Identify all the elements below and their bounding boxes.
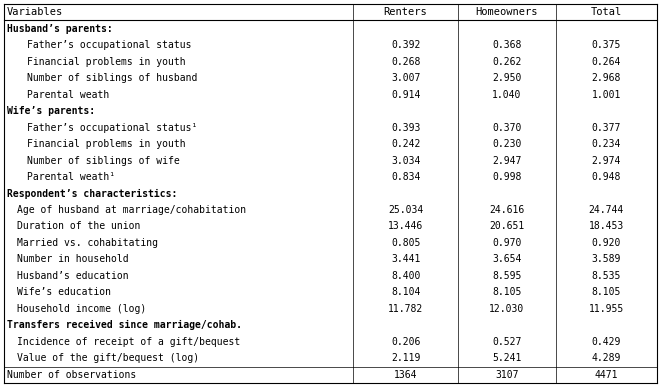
- Text: 0.242: 0.242: [391, 139, 420, 149]
- Text: 0.377: 0.377: [592, 123, 621, 133]
- Text: Value of the gift/bequest (log): Value of the gift/bequest (log): [17, 353, 199, 363]
- Text: 20.651: 20.651: [489, 221, 524, 231]
- Text: 0.262: 0.262: [492, 57, 522, 67]
- Text: 3.007: 3.007: [391, 73, 420, 83]
- Text: 8.105: 8.105: [592, 288, 621, 297]
- Text: Total: Total: [591, 7, 622, 17]
- Text: 0.805: 0.805: [391, 238, 420, 248]
- Text: 5.241: 5.241: [492, 353, 522, 363]
- Text: Age of husband at marriage/cohabitation: Age of husband at marriage/cohabitation: [17, 205, 246, 215]
- Text: 8.400: 8.400: [391, 271, 420, 281]
- Text: 24.616: 24.616: [489, 205, 524, 215]
- Text: 0.834: 0.834: [391, 172, 420, 182]
- Text: 0.375: 0.375: [592, 40, 621, 50]
- Text: 0.368: 0.368: [492, 40, 522, 50]
- Text: 2.974: 2.974: [592, 156, 621, 166]
- Text: Variables: Variables: [7, 7, 63, 17]
- Text: 3.589: 3.589: [592, 254, 621, 264]
- Text: Wife’s parents:: Wife’s parents:: [7, 106, 95, 116]
- Text: 0.998: 0.998: [492, 172, 522, 182]
- Text: 8.535: 8.535: [592, 271, 621, 281]
- Text: Married vs. cohabitating: Married vs. cohabitating: [17, 238, 158, 248]
- Text: 3.654: 3.654: [492, 254, 522, 264]
- Text: Number in household: Number in household: [17, 254, 129, 264]
- Text: 0.393: 0.393: [391, 123, 420, 133]
- Text: Parental weath: Parental weath: [27, 90, 109, 99]
- Text: Renters: Renters: [384, 7, 428, 17]
- Text: 0.264: 0.264: [592, 57, 621, 67]
- Text: 3.034: 3.034: [391, 156, 420, 166]
- Text: 12.030: 12.030: [489, 304, 524, 314]
- Text: 11.955: 11.955: [589, 304, 624, 314]
- Text: Husband’s parents:: Husband’s parents:: [7, 24, 113, 34]
- Text: 0.429: 0.429: [592, 337, 621, 347]
- Text: Respondent’s characteristics:: Respondent’s characteristics:: [7, 188, 177, 199]
- Text: 1.040: 1.040: [492, 90, 522, 99]
- Text: Husband’s education: Husband’s education: [17, 271, 129, 281]
- Text: Father’s occupational status: Father’s occupational status: [27, 40, 192, 50]
- Text: 2.950: 2.950: [492, 73, 522, 83]
- Text: 2.119: 2.119: [391, 353, 420, 363]
- Text: Incidence of receipt of a gift/bequest: Incidence of receipt of a gift/bequest: [17, 337, 240, 347]
- Text: 2.968: 2.968: [592, 73, 621, 83]
- Text: 4.289: 4.289: [592, 353, 621, 363]
- Text: 13.446: 13.446: [388, 221, 423, 231]
- Text: 0.948: 0.948: [592, 172, 621, 182]
- Text: 0.370: 0.370: [492, 123, 522, 133]
- Text: 0.392: 0.392: [391, 40, 420, 50]
- Text: 8.105: 8.105: [492, 288, 522, 297]
- Text: 24.744: 24.744: [589, 205, 624, 215]
- Text: 1364: 1364: [394, 370, 417, 380]
- Text: 0.230: 0.230: [492, 139, 522, 149]
- Text: Financial problems in youth: Financial problems in youth: [27, 139, 186, 149]
- Text: Homeowners: Homeowners: [475, 7, 538, 17]
- Text: Father’s occupational status¹: Father’s occupational status¹: [27, 123, 198, 133]
- Text: 0.920: 0.920: [592, 238, 621, 248]
- Text: 0.234: 0.234: [592, 139, 621, 149]
- Text: 3107: 3107: [495, 370, 519, 380]
- Text: 18.453: 18.453: [589, 221, 624, 231]
- Text: 0.206: 0.206: [391, 337, 420, 347]
- Text: 0.527: 0.527: [492, 337, 522, 347]
- Text: Financial problems in youth: Financial problems in youth: [27, 57, 186, 67]
- Text: 2.947: 2.947: [492, 156, 522, 166]
- Text: Household income (log): Household income (log): [17, 304, 146, 314]
- Text: Wife’s education: Wife’s education: [17, 288, 111, 297]
- Text: 8.104: 8.104: [391, 288, 420, 297]
- Text: 3.441: 3.441: [391, 254, 420, 264]
- Text: Duration of the union: Duration of the union: [17, 221, 140, 231]
- Text: 0.970: 0.970: [492, 238, 522, 248]
- Text: 4471: 4471: [595, 370, 618, 380]
- Text: Number of siblings of husband: Number of siblings of husband: [27, 73, 198, 83]
- Text: Parental weath¹: Parental weath¹: [27, 172, 115, 182]
- Text: Number of observations: Number of observations: [7, 370, 136, 380]
- Text: 11.782: 11.782: [388, 304, 423, 314]
- Text: 8.595: 8.595: [492, 271, 522, 281]
- Text: Transfers received since marriage/cohab.: Transfers received since marriage/cohab.: [7, 320, 242, 330]
- Text: 0.914: 0.914: [391, 90, 420, 99]
- Text: 25.034: 25.034: [388, 205, 423, 215]
- Text: 0.268: 0.268: [391, 57, 420, 67]
- Text: Number of siblings of wife: Number of siblings of wife: [27, 156, 180, 166]
- Text: 1.001: 1.001: [592, 90, 621, 99]
